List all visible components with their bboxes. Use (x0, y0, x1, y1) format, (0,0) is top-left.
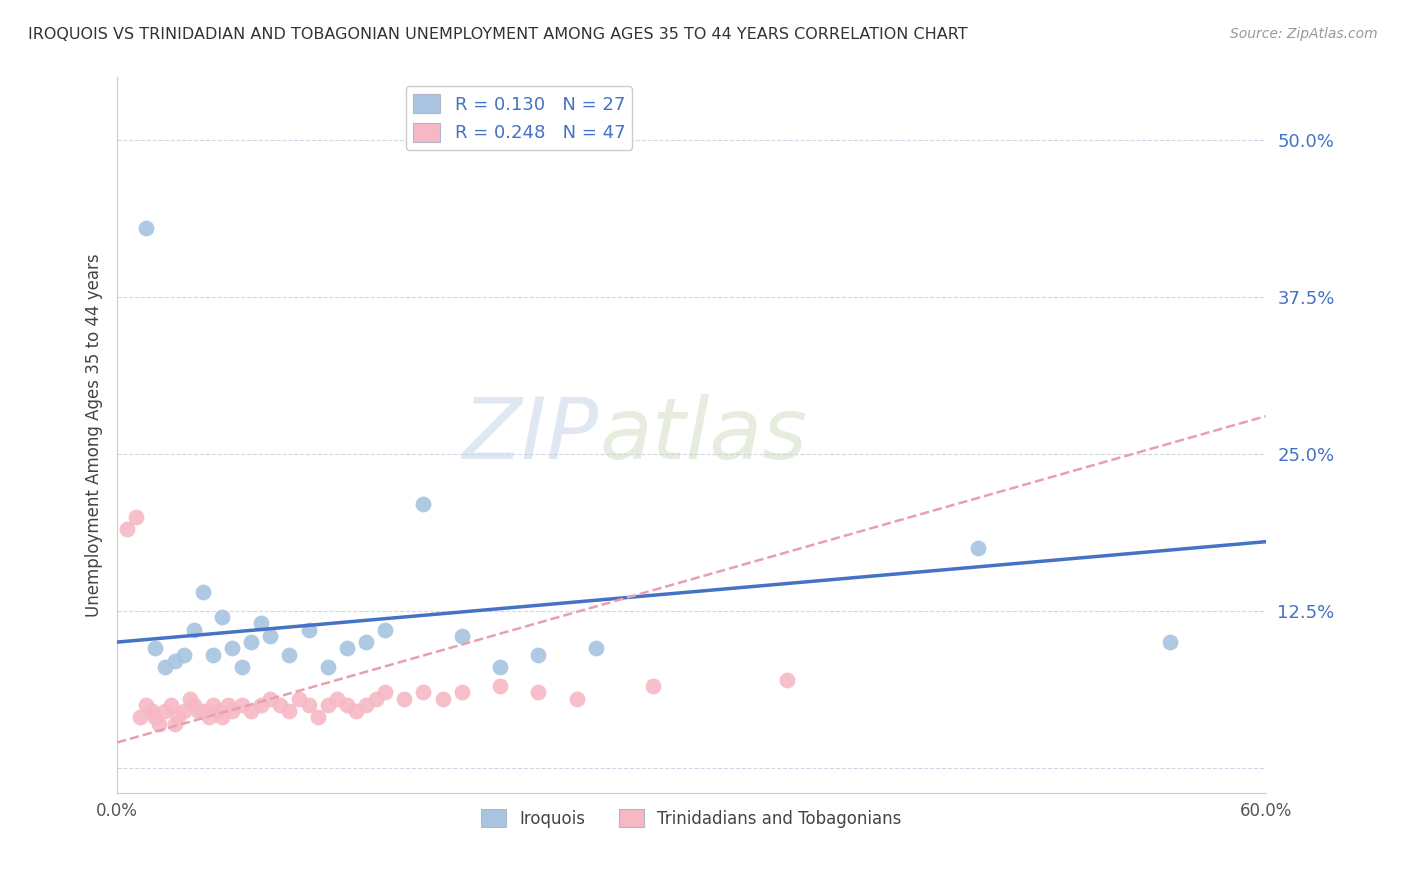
Point (412, 497, 434, 511)
Text: IROQUOIS VS TRINIDADIAN AND TOBAGONIAN UNEMPLOYMENT AMONG AGES 35 TO 44 YEARS CO: IROQUOIS VS TRINIDADIAN AND TOBAGONIAN U… (28, 27, 967, 42)
Point (364, 691, 387, 706)
Point (259, 691, 281, 706)
Legend: Iroquois, Trinidadians and Tobagonians: Iroquois, Trinidadians and Tobagonians (475, 803, 908, 834)
Point (307, 710, 329, 724)
Point (249, 616, 271, 631)
Point (135, 221, 157, 235)
Point (153, 704, 176, 718)
Point (527, 648, 550, 662)
Point (297, 698, 319, 712)
Point (450, 629, 472, 643)
Text: atlas: atlas (599, 393, 807, 476)
Point (1159, 635, 1181, 649)
Point (336, 698, 359, 712)
Point (336, 641, 359, 656)
Point (278, 648, 301, 662)
Point (231, 698, 253, 712)
Point (163, 654, 186, 668)
Point (193, 704, 215, 718)
Point (489, 660, 512, 674)
Point (527, 685, 550, 699)
Point (297, 623, 319, 637)
Point (432, 691, 454, 706)
Point (141, 704, 163, 718)
Point (135, 698, 157, 712)
Point (269, 698, 291, 712)
Point (183, 623, 205, 637)
Point (163, 716, 186, 731)
Point (125, 509, 148, 524)
Point (412, 685, 434, 699)
Point (211, 610, 233, 624)
Point (148, 716, 170, 731)
Point (316, 660, 339, 674)
Point (183, 698, 205, 712)
Point (205, 704, 228, 718)
Point (967, 541, 990, 555)
Point (201, 698, 224, 712)
Point (198, 710, 221, 724)
Point (643, 679, 665, 693)
Point (585, 641, 607, 656)
Point (776, 673, 799, 687)
Point (346, 704, 368, 718)
Point (145, 641, 167, 656)
Point (187, 704, 209, 718)
Point (354, 698, 377, 712)
Y-axis label: Unemployment Among Ages 35 to 44 years: Unemployment Among Ages 35 to 44 years (86, 253, 103, 617)
Point (221, 704, 243, 718)
Point (450, 685, 472, 699)
Text: ZIP: ZIP (463, 393, 599, 476)
Point (115, 522, 138, 536)
Point (145, 710, 167, 724)
Point (278, 704, 301, 718)
Point (167, 710, 190, 724)
Point (221, 641, 243, 656)
Point (173, 704, 195, 718)
Point (259, 629, 281, 643)
Point (193, 585, 215, 599)
Point (240, 704, 263, 718)
Point (565, 691, 588, 706)
Point (231, 660, 253, 674)
Point (489, 679, 512, 693)
Point (394, 691, 416, 706)
Point (201, 648, 224, 662)
Point (240, 635, 263, 649)
Point (179, 691, 201, 706)
Point (217, 698, 239, 712)
Point (354, 635, 377, 649)
Point (211, 710, 233, 724)
Point (129, 710, 152, 724)
Point (153, 660, 176, 674)
Point (288, 691, 311, 706)
Point (173, 648, 195, 662)
Point (249, 698, 271, 712)
Point (316, 698, 339, 712)
Point (374, 623, 396, 637)
Point (326, 691, 349, 706)
Text: Source: ZipAtlas.com: Source: ZipAtlas.com (1230, 27, 1378, 41)
Point (159, 698, 181, 712)
Point (374, 685, 396, 699)
